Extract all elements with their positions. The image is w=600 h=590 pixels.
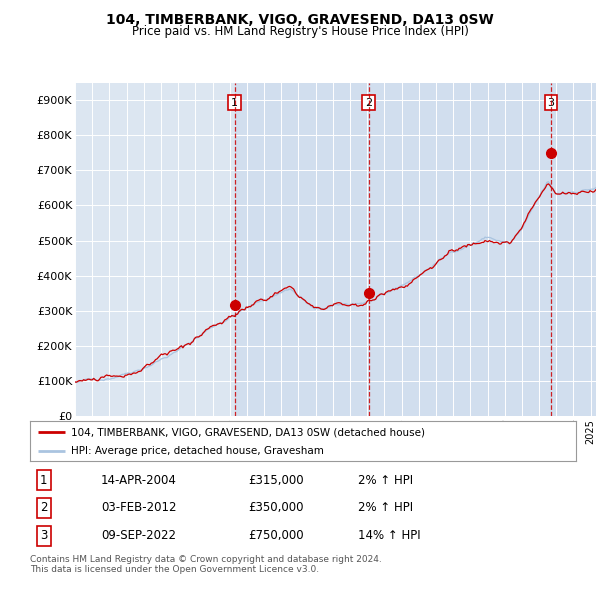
Text: Price paid vs. HM Land Registry's House Price Index (HPI): Price paid vs. HM Land Registry's House … bbox=[131, 25, 469, 38]
Text: £750,000: £750,000 bbox=[248, 529, 304, 542]
Text: £315,000: £315,000 bbox=[248, 474, 304, 487]
Text: Contains HM Land Registry data © Crown copyright and database right 2024.
This d: Contains HM Land Registry data © Crown c… bbox=[30, 555, 382, 574]
Text: 3: 3 bbox=[40, 529, 47, 542]
Text: 104, TIMBERBANK, VIGO, GRAVESEND, DA13 0SW: 104, TIMBERBANK, VIGO, GRAVESEND, DA13 0… bbox=[106, 13, 494, 27]
Bar bbox=[551, 83, 596, 416]
Text: 104, TIMBERBANK, VIGO, GRAVESEND, DA13 0SW (detached house): 104, TIMBERBANK, VIGO, GRAVESEND, DA13 0… bbox=[71, 427, 425, 437]
Bar bbox=[369, 83, 551, 416]
Text: 2% ↑ HPI: 2% ↑ HPI bbox=[358, 502, 413, 514]
Text: 2% ↑ HPI: 2% ↑ HPI bbox=[358, 474, 413, 487]
Text: 14-APR-2004: 14-APR-2004 bbox=[101, 474, 177, 487]
Text: 1: 1 bbox=[231, 97, 238, 107]
Text: 2: 2 bbox=[40, 502, 47, 514]
Text: 14% ↑ HPI: 14% ↑ HPI bbox=[358, 529, 420, 542]
Text: £350,000: £350,000 bbox=[248, 502, 304, 514]
Text: 09-SEP-2022: 09-SEP-2022 bbox=[101, 529, 176, 542]
Text: HPI: Average price, detached house, Gravesham: HPI: Average price, detached house, Grav… bbox=[71, 447, 324, 456]
Text: 2: 2 bbox=[365, 97, 373, 107]
Bar bbox=[235, 83, 369, 416]
Text: 1: 1 bbox=[40, 474, 47, 487]
Text: 03-FEB-2012: 03-FEB-2012 bbox=[101, 502, 176, 514]
Text: 3: 3 bbox=[547, 97, 554, 107]
